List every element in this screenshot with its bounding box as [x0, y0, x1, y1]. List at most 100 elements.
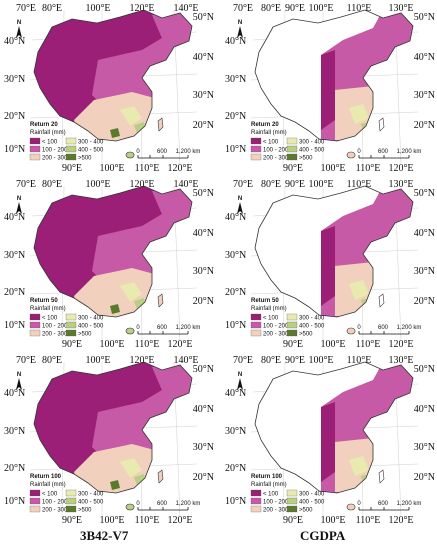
scale-zero: 0 [136, 325, 140, 331]
legend-swatch [250, 145, 262, 153]
legend-swatch [29, 505, 41, 513]
legend-label: 300 - 400 [78, 140, 104, 146]
lat-label-left: 10°N [225, 320, 246, 331]
scale-end: 1,200 km [176, 149, 201, 155]
lat-label-right: 30°N [414, 442, 435, 453]
return-period-label: Return 100 [30, 474, 62, 480]
taiwan-island [157, 117, 164, 132]
hainan-island [346, 503, 356, 511]
legend-swatch [29, 137, 41, 145]
lat-label-right: 30°N [193, 442, 214, 453]
lon-label-bottom: 120°E [167, 515, 192, 526]
lat-label-left: 10°N [4, 320, 25, 331]
legend-swatch [250, 489, 262, 497]
lat-label-right: 40°N [414, 404, 435, 415]
lat-label-right: 30°N [193, 90, 214, 101]
lat-label-left: 20°N [4, 111, 25, 122]
legend-label: >500 [78, 332, 92, 338]
legend-swatch [65, 489, 77, 497]
lat-label-left: 20°N [4, 287, 25, 298]
north-arrow [237, 378, 243, 390]
lon-label-bottom: 100°E [99, 163, 124, 174]
lat-label-right: 20°N [193, 472, 214, 483]
lon-label-top: 90°E [285, 3, 305, 14]
lon-label-top: 80°E [261, 3, 281, 14]
legend-label: 100 - 200 [42, 148, 68, 154]
legend-swatch [65, 505, 77, 513]
country-outline [33, 185, 193, 318]
north-arrow-label: N [238, 196, 242, 202]
lon-label-top: 80°E [42, 179, 62, 190]
legend-label: >500 [78, 156, 92, 162]
lon-label-bottom: 90°E [283, 515, 303, 526]
north-arrow-label: N [17, 20, 21, 26]
scale-mid: 600 [157, 501, 168, 507]
lon-label-bottom: 110°E [135, 339, 160, 350]
legend: Return 50 Rainfall (mm) < 100 100 - 200 200 … [250, 298, 325, 338]
lat-label-right: 50°N [414, 188, 435, 199]
legend-label: 100 - 200 [42, 324, 68, 330]
lat-label-right: 50°N [193, 188, 214, 199]
lon-label-bottom: 110°E [135, 515, 160, 526]
lon-label-top: 80°E [42, 3, 62, 14]
lat-label-right: 40°N [193, 52, 214, 63]
lat-label-right: 20°N [414, 296, 435, 307]
taiwan-island [157, 293, 164, 308]
lon-label-top: 100°E [308, 355, 333, 366]
lon-label-top: 140°E [173, 3, 198, 14]
legend-swatch [29, 497, 41, 505]
return-period-label: Return 100 [251, 474, 283, 480]
lon-label-bottom: 100°E [99, 515, 124, 526]
lon-label-bottom: 120°E [388, 515, 413, 526]
legend-label: 200 - 300 [263, 156, 289, 162]
hainan-island [346, 327, 356, 335]
lon-label-bottom: 110°E [135, 163, 160, 174]
legend-label: 300 - 400 [78, 316, 104, 322]
scale-end: 1,200 km [397, 501, 422, 507]
lon-label-top: 100°E [308, 3, 333, 14]
lon-label-bottom: 120°E [167, 339, 192, 350]
lon-label-top: 90°E [285, 179, 305, 190]
lat-label-right: 50°N [414, 12, 435, 23]
legend-label: 400 - 500 [78, 148, 104, 154]
scale-bar [137, 331, 189, 335]
column-title-cgdpa: CGDPA [300, 528, 346, 543]
lon-label-bottom: 100°E [320, 339, 345, 350]
lat-label-left: 40°N [225, 388, 246, 399]
north-arrow [16, 26, 22, 38]
lat-label-right: 50°N [193, 364, 214, 375]
lat-label-left: 30°N [4, 74, 25, 85]
legend-swatch [250, 137, 262, 145]
north-arrow [16, 378, 22, 390]
lon-label-top: 100°E [308, 179, 333, 190]
legend-swatch [250, 153, 262, 161]
map-panel-cgdpa-return100: N 40°N 30°N 20°N 10°N 50°N 40°N 30°N 20°N 70°E 80°… [223, 352, 435, 528]
legend-swatch [286, 145, 298, 153]
lat-label-left: 30°N [225, 426, 246, 437]
north-arrow [237, 202, 243, 214]
lon-label-top: 100°E [85, 179, 110, 190]
lon-label-top: 110°E [347, 355, 372, 366]
legend-swatch [286, 313, 298, 321]
lon-label-top: 80°E [261, 179, 281, 190]
legend-swatch [286, 505, 298, 513]
legend-label: 400 - 500 [78, 500, 104, 506]
country-outline [33, 361, 193, 494]
map-panel-3b42-return20: N 40°N 30°N 20°N 10°N 50°N 40°N 30°N 20°N 70°E 80°… [2, 0, 214, 176]
legend-label: 400 - 500 [78, 324, 104, 330]
lon-label-top: 80°E [42, 355, 62, 366]
lat-label-left: 10°N [225, 496, 246, 507]
legend-label: 400 - 500 [299, 500, 325, 506]
legend: Return 20 Rainfall (mm) < 100 100 - 200 200 … [250, 122, 325, 162]
scale-bar [358, 507, 410, 511]
lat-label-right: 20°N [414, 472, 435, 483]
lon-label-top: 130°E [388, 355, 413, 366]
country-outline [254, 185, 414, 318]
legend-swatch [286, 153, 298, 161]
lat-label-left: 30°N [225, 74, 246, 85]
scale-end: 1,200 km [397, 325, 422, 331]
legend-label: >500 [299, 332, 313, 338]
legend-label: 200 - 300 [42, 156, 68, 162]
scale-zero: 0 [136, 149, 140, 155]
lat-label-right: 20°N [193, 120, 214, 131]
